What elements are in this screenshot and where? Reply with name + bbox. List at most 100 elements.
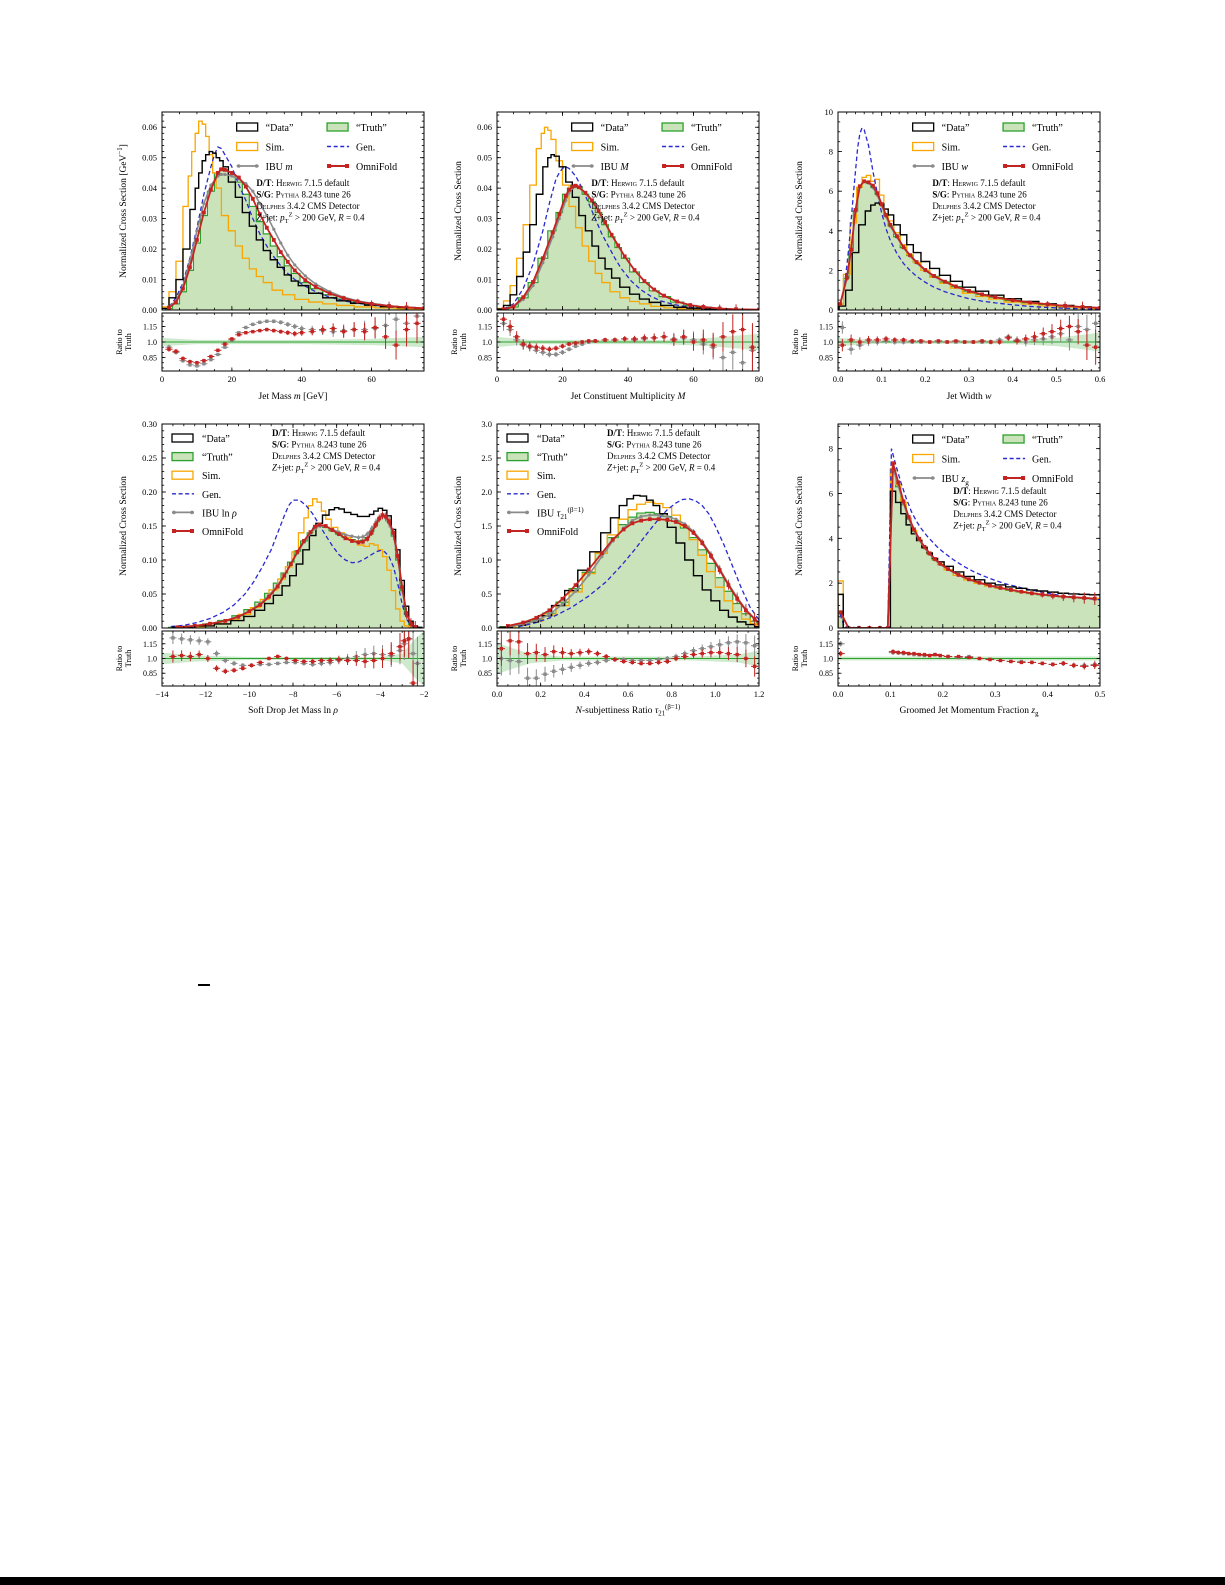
y-axis-label: Normalized Cross Section [795,161,805,261]
info-line: Delphes 3.4.2 CMS Detector [272,451,375,461]
y-tick-label: 0.03 [142,214,157,224]
y-axis-label: Normalized Cross Section [454,161,464,261]
x-tick-label: 0.2 [937,689,948,699]
x-tick-label: −2 [419,689,428,699]
series-omnifold [501,183,759,310]
y-axis-label: Normalized Cross Section [454,476,464,576]
legend-label-ibu: IBU τ21(β=1) [537,506,584,521]
y-tick-label: 4 [829,226,834,236]
legend-label-sim: Sim. [266,143,285,154]
y-tick-label: 2 [829,265,833,275]
sample-info-text: D/T: Herwig 7.1.5 default S/G: Pythia 8.2… [256,178,365,225]
y-tick-label: 2.0 [481,487,492,497]
x-tick-label: 0 [495,374,499,384]
x-axis-label: Soft Drop Jet Mass ln ρ [248,705,338,716]
sample-info-text: D/T: Herwig 7.1.5 default S/G: Pythia 8.2… [953,486,1062,533]
y-tick-label: 4 [829,533,834,543]
series-gen [168,146,424,310]
legend-label-truth: “Truth” [356,123,387,134]
x-tick-label: 0.4 [1042,689,1053,699]
info-line: Z+jet: pTZ > 200 GeV, R = 0.4 [932,212,1041,225]
info-line: Z+jet: pTZ > 200 GeV, R = 0.4 [953,520,1062,533]
panel-jet-constituent-multiplicity: 0.00 0.01 0.02 0.03 0.04 0.05 0.06 0.85 1.0 1.15 0… [450,111,763,402]
legend-label-omnifold: OmniFold [1032,162,1073,173]
main-plot-area [497,126,759,310]
x-axis-label: Jet Width w [947,392,993,402]
stray-dash-mark [198,984,210,986]
ratio-tick-label: 1.15 [478,322,492,331]
y-tick-label: 6 [829,488,833,498]
legend-label-sim: Sim. [942,455,961,466]
x-tick-label: 60 [367,374,376,384]
y-tick-label: 1.0 [481,555,492,565]
legend-label-omnifold: OmniFold [691,162,732,173]
ratio-series-omnifold [838,649,1099,670]
legend-label-gen: Gen. [691,143,710,154]
legend-label-omnifold: OmniFold [537,527,578,538]
series-omnifold [838,179,1100,310]
y-tick-label: 2.5 [481,453,492,463]
x-tick-label: 0.4 [1007,374,1018,384]
sample-info-text: D/T: Herwig 7.1.5 default S/G: Pythia 8.2… [591,178,700,225]
legend-label-truth: “Truth” [1032,123,1063,134]
y-tick-label: 0.25 [142,453,157,463]
x-tick-label: 40 [297,374,306,384]
series-sim [162,120,424,310]
series-omnifold [167,167,424,310]
info-line: S/G: Pythia 8.243 tune 26 [591,190,686,200]
info-line: Z+jet: pTZ > 200 GeV, R = 0.4 [272,462,381,475]
series-omnifold [506,517,759,628]
ratio-axis-label: Truth [800,650,809,668]
panel-jet-width: 0 2 4 6 8 10 0.85 1.0 1.15 0.0 0.1 0.2 0.3 0.4 0.5 0.6 J… [791,107,1106,402]
series-gen [170,499,420,628]
legend-label-gen: Gen. [1032,455,1051,466]
panel-jet-mass: 0.00 0.01 0.02 0.03 0.04 0.05 0.06 0.85 1.0 1.15 0… [115,111,425,402]
series-truth-fill [498,185,759,310]
y-tick-label: 10 [825,107,834,117]
legend-label-data: “Data” [601,123,629,134]
info-line: S/G: Pythia 8.243 tune 26 [953,498,1048,508]
x-tick-label: −12 [199,689,212,699]
legend: “Data” “Truth” Sim. Gen. IBU M OmniFold [571,122,732,173]
y-tick-label: 8 [829,147,833,157]
ratio-series-omnifold [169,631,418,686]
y-tick-label: 0.20 [142,487,157,497]
ratio-axis-label: Ratio to [791,646,800,672]
x-tick-label: 0.1 [885,689,896,699]
panel-n-subjettiness-ratio: 0.0 0.5 1.0 1.5 2.0 2.5 3.0 0.85 1.0 1.15 0.0 0.2 0.… [450,419,764,718]
legend-label-data: “Data” [942,435,970,446]
legend-label-data: “Data” [266,123,294,134]
ratio-plot-area [497,631,759,686]
legend-label-gen: Gen. [202,490,221,501]
axes: 0.00 0.01 0.02 0.03 0.04 0.05 0.06 0.85 1.0 1.15 0… [115,111,425,402]
x-tick-label: 0.2 [920,374,931,384]
legend-label-data: “Data” [202,434,230,445]
x-tick-label: 0.6 [1095,374,1106,384]
x-tick-label: 0.1 [876,374,887,384]
info-line: Delphes 3.4.2 CMS Detector [932,201,1035,211]
x-tick-label: 0.3 [990,689,1001,699]
ratio-tick-label: 0.85 [478,354,492,363]
bottom-black-bar [0,1577,1225,1585]
series-data [497,153,759,310]
y-tick-label: 0.5 [481,589,492,599]
y-tick-label: 0.04 [477,183,493,193]
series-data [838,490,1100,628]
info-line: Delphes 3.4.2 CMS Detector [591,201,694,211]
series-truth-fill [838,468,1100,628]
x-tick-label: 0.5 [1051,374,1062,384]
x-axis-label: N-subjettiness Ratio τ21(β=1) [575,704,681,718]
y-tick-label: 0 [829,305,833,315]
legend-label-gen: Gen. [537,490,556,501]
sample-info-text: D/T: Herwig 7.1.5 default S/G: Pythia 8.2… [607,428,716,475]
axes: 0 2 4 6 8 0.85 1.0 1.15 0.0 0.1 0.2 0.3 0.4 0.5 Groome… [791,423,1105,718]
info-line: S/G: Pythia 8.243 tune 26 [932,190,1027,200]
y-tick-label: 0.02 [142,244,157,254]
y-tick-label: 0.02 [477,244,492,254]
info-line: Delphes 3.4.2 CMS Detector [256,201,359,211]
main-plot-area [838,126,1100,310]
ratio-tick-label: 1.0 [482,338,492,347]
ratio-axis-label: Truth [459,333,468,351]
ratio-tick-label: 0.85 [478,669,492,678]
